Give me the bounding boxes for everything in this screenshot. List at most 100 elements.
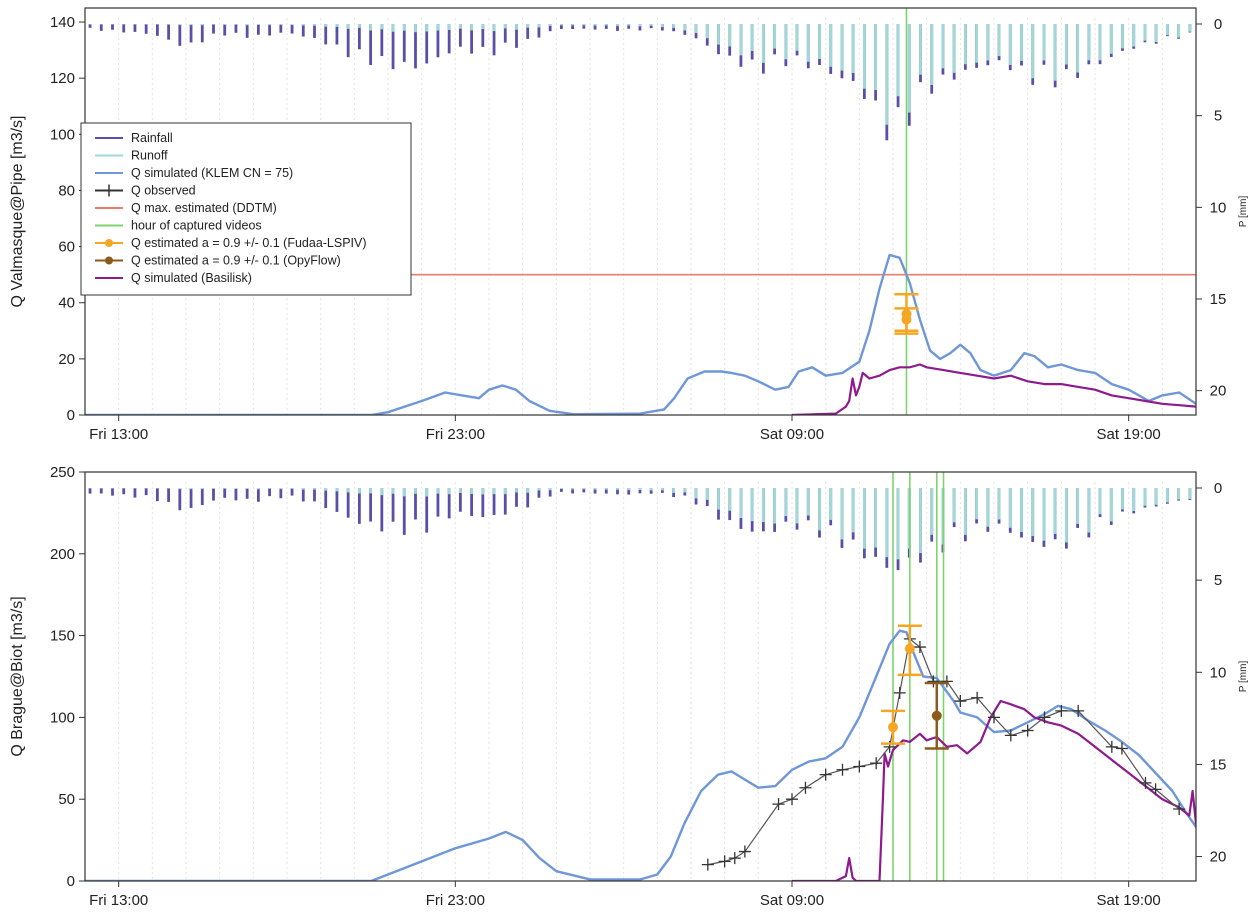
rainfall-bar [481, 24, 485, 47]
runoff-bar [313, 488, 316, 490]
rainfall-bar [111, 24, 114, 30]
rainfall-bar [402, 488, 406, 535]
runoff-bar [616, 488, 619, 490]
rainfall-bar [324, 24, 328, 45]
runoff-bar [447, 488, 451, 495]
rainfall-bar [380, 488, 384, 532]
runoff-bar [593, 24, 597, 26]
runoff-bar [1132, 24, 1136, 47]
runoff-bar [212, 488, 215, 489]
y-tick-label: 200 [50, 546, 75, 563]
runoff-bar [301, 488, 305, 490]
runoff-bar [705, 488, 709, 500]
runoff-bar [1098, 24, 1102, 61]
runoff-bar [503, 488, 507, 495]
runoff-bar [268, 488, 272, 489]
rainfall-bar [256, 488, 260, 502]
x-tick-label: Sat 19:00 [1097, 892, 1161, 909]
runoff-bar [492, 24, 496, 32]
y-tick-label: 120 [50, 70, 75, 87]
y2-tick-label: 10 [1210, 199, 1227, 216]
rainfall-bar [582, 488, 586, 493]
observed-point [927, 675, 940, 688]
runoff-bar [1031, 24, 1035, 79]
runoff-bar [178, 24, 182, 26]
rainfall-bar [481, 488, 485, 518]
runoff-bar [728, 488, 732, 511]
rainfall-bar [290, 24, 294, 34]
y-tick-label: 250 [50, 464, 75, 481]
runoff-bar [885, 488, 889, 558]
rainfall-bar [189, 24, 193, 43]
rainfall-bar [144, 488, 148, 496]
rainfall-bar [627, 24, 631, 29]
plot-frame [84, 471, 1197, 882]
runoff-bar [773, 488, 777, 524]
x-tick-label: Sat 09:00 [760, 426, 824, 443]
runoff-bar [919, 488, 922, 554]
runoff-bar [829, 24, 833, 67]
rainfall-bar [88, 24, 92, 28]
rainfall-bar [88, 488, 92, 494]
runoff-bar [818, 24, 821, 60]
rainfall-bar [200, 24, 204, 43]
runoff-bar [963, 24, 967, 65]
panel-2: Fri 13:00 Fri 23:00 Sat 09:00 Sat 19:000501… [9, 464, 1249, 909]
runoff-bar [1177, 24, 1181, 38]
legend-marker [105, 239, 113, 247]
runoff-bar [840, 488, 844, 540]
runoff-bar [234, 24, 238, 25]
observed-point [954, 695, 967, 708]
x-tick-label: Sat 19:00 [1097, 426, 1161, 443]
runoff-bar [593, 488, 597, 490]
runoff-bar [582, 24, 586, 26]
runoff-bar [694, 488, 698, 499]
rainfall-bar [346, 488, 350, 518]
rainfall-bar [537, 488, 541, 498]
runoff-bar [717, 488, 720, 510]
observed-point [893, 686, 906, 699]
rainfall-bar [122, 488, 126, 495]
runoff-bar [806, 24, 810, 62]
series-q-simulated-klem-cn-75- [85, 253, 1196, 415]
runoff-bar [1143, 24, 1147, 41]
rainfall-bar [503, 488, 507, 515]
rainfall-bar [402, 24, 406, 62]
observed-point [971, 691, 984, 704]
runoff-bar [1165, 488, 1169, 503]
observed-point [988, 711, 1000, 724]
rainfall-bar [515, 488, 518, 507]
rainfall-bar [571, 24, 575, 30]
rainfall-bar [178, 488, 182, 511]
runoff-bar [649, 24, 653, 26]
runoff-bar [111, 24, 114, 25]
runoff-bar [818, 488, 821, 531]
observed-point [728, 852, 741, 865]
runoff-bar [268, 24, 272, 26]
runoff-bar [1154, 24, 1158, 43]
runoff-bar [380, 488, 384, 496]
observed-point [1105, 740, 1118, 753]
runoff-bar [1143, 488, 1147, 506]
runoff-bar [1064, 24, 1068, 65]
runoff-bar [290, 24, 294, 26]
panel-1: Fri 13:00 Fri 23:00 Sat 09:00 Sat 19:00 0 20 4… [9, 7, 1249, 443]
runoff-bar [997, 24, 1001, 57]
runoff-bar [761, 488, 765, 523]
x-tick-label: Fri 13:00 [89, 892, 148, 909]
runoff-bar [638, 24, 642, 27]
runoff-bar [795, 24, 799, 51]
rainfall-bar [649, 488, 653, 494]
rainfall-bar [582, 24, 586, 29]
runoff-bar [683, 24, 687, 31]
y2-tick-label: 5 [1214, 572, 1222, 589]
runoff-bar [1053, 24, 1057, 81]
runoff-bar [1121, 488, 1124, 510]
y2-tick-label: 20 [1210, 383, 1227, 400]
y-tick-label: 150 [50, 628, 75, 645]
rainfall-bar [571, 488, 575, 494]
runoff-bar [447, 24, 451, 30]
runoff-bar [470, 24, 474, 31]
y-tick-label: 60 [58, 239, 75, 256]
rainfall-bar [122, 24, 126, 33]
